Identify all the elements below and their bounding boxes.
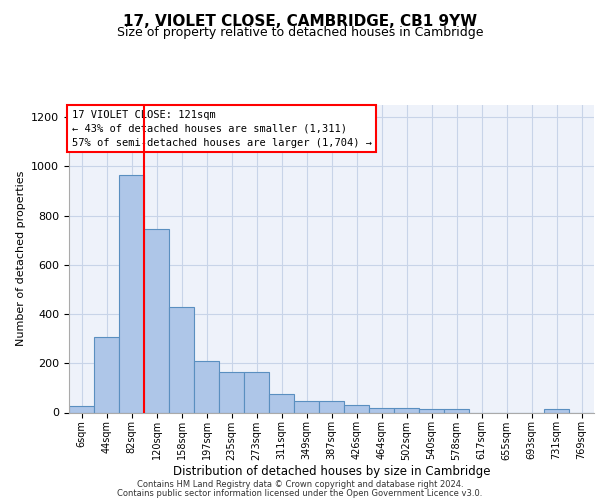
Bar [419, 409, 444, 412]
Bar [169, 306, 194, 412]
Bar [144, 229, 169, 412]
Bar [269, 394, 294, 412]
Bar [369, 408, 394, 412]
Bar [394, 408, 419, 412]
Bar [94, 338, 119, 412]
Text: Contains public sector information licensed under the Open Government Licence v3: Contains public sector information licen… [118, 488, 482, 498]
Text: 17 VIOLET CLOSE: 121sqm
← 43% of detached houses are smaller (1,311)
57% of semi: 17 VIOLET CLOSE: 121sqm ← 43% of detache… [71, 110, 371, 148]
Text: Contains HM Land Registry data © Crown copyright and database right 2024.: Contains HM Land Registry data © Crown c… [137, 480, 463, 489]
Bar [244, 372, 269, 412]
Bar [319, 400, 344, 412]
Bar [294, 400, 319, 412]
Text: Size of property relative to detached houses in Cambridge: Size of property relative to detached ho… [117, 26, 483, 39]
Bar [119, 175, 144, 412]
Text: 17, VIOLET CLOSE, CAMBRIDGE, CB1 9YW: 17, VIOLET CLOSE, CAMBRIDGE, CB1 9YW [123, 14, 477, 29]
Bar [69, 406, 94, 412]
Bar [219, 372, 244, 412]
Bar [544, 409, 569, 412]
Y-axis label: Number of detached properties: Number of detached properties [16, 171, 26, 346]
X-axis label: Distribution of detached houses by size in Cambridge: Distribution of detached houses by size … [173, 465, 490, 478]
Bar [444, 409, 469, 412]
Bar [194, 361, 219, 412]
Bar [344, 405, 369, 412]
